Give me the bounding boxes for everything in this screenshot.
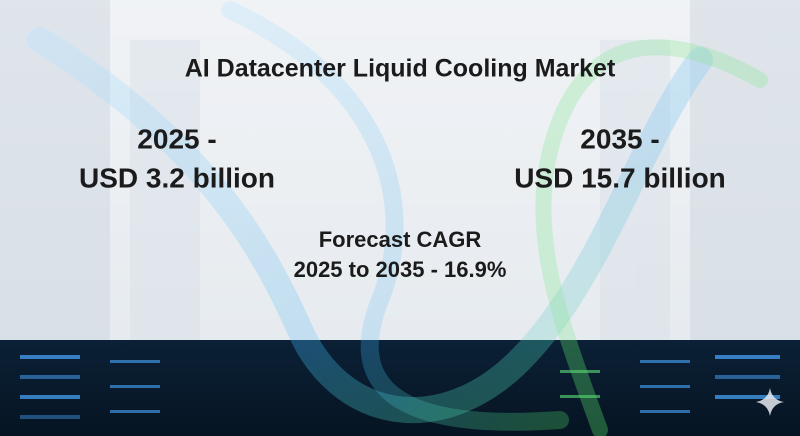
cagr-value: 2025 to 2035 - 16.9% [294,257,507,282]
server-lights [20,355,780,419]
cagr-label: Forecast CAGR [319,227,482,252]
title: AI Datacenter Liquid Cooling Market [185,55,616,83]
cooling-tubes [27,1,768,436]
end-value: USD 15.7 billion [514,162,726,193]
start-year: 2025 - [137,123,216,154]
sparkle-icon [756,388,784,416]
end-year: 2035 - [580,123,659,154]
start-value: USD 3.2 billion [79,162,275,193]
overlay [0,0,800,340]
